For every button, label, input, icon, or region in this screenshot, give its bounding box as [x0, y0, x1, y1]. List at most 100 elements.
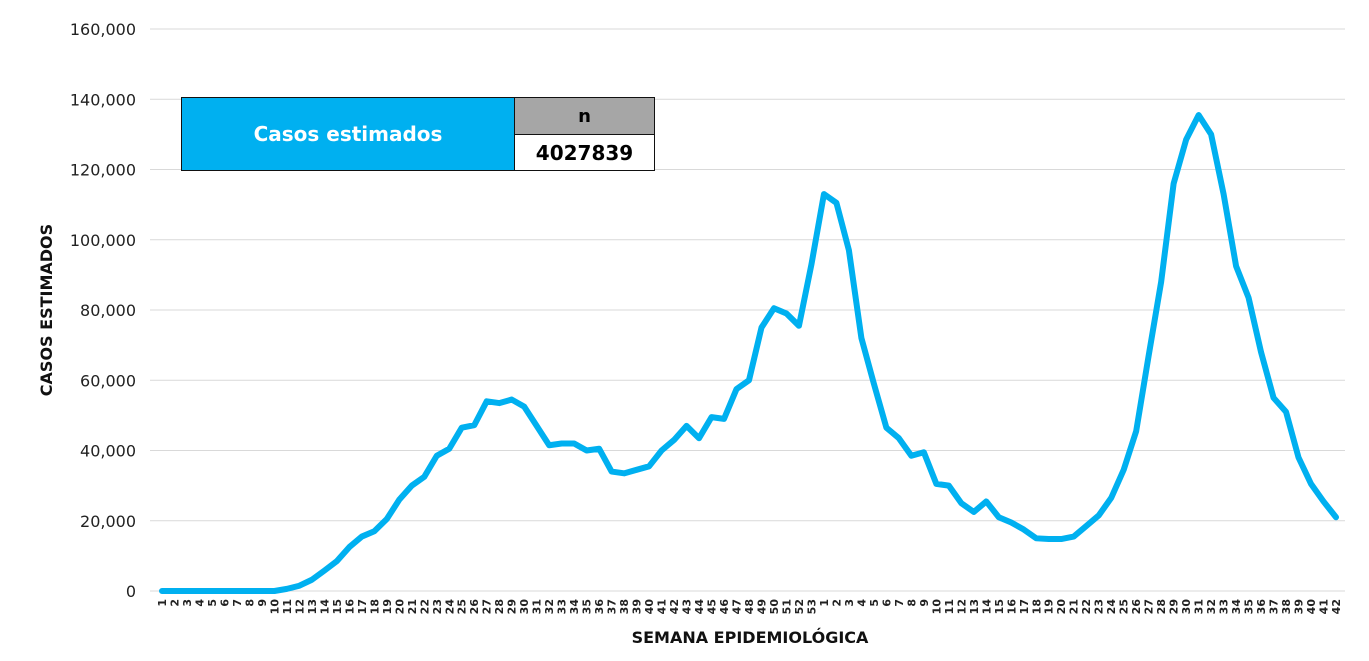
y-tick-label: 40,000: [80, 442, 136, 461]
x-tick-label: 52: [793, 599, 806, 614]
x-tick-label: 27: [1143, 599, 1156, 614]
y-tick-label: 60,000: [80, 371, 136, 390]
summary-label: Casos estimados: [182, 98, 515, 170]
x-tick-label: 11: [281, 599, 294, 614]
summary-header: n: [515, 98, 654, 135]
x-tick-label: 40: [643, 599, 656, 615]
x-tick-label: 31: [531, 599, 544, 614]
x-tick-label: 23: [1093, 599, 1106, 614]
x-tick-label: 16: [1005, 599, 1018, 615]
x-tick-label: 30: [518, 599, 531, 615]
x-tick-label: 14: [980, 599, 993, 615]
x-tick-label: 9: [256, 599, 269, 607]
x-tick-label: 49: [755, 599, 768, 614]
x-tick-label: 14: [318, 599, 331, 615]
y-axis-title: CASOS ESTIMADOS: [37, 224, 56, 396]
x-tick-label: 2: [830, 599, 843, 607]
x-tick-label: 11: [943, 599, 956, 614]
x-tick-label: 30: [1180, 599, 1193, 615]
x-tick-label: 3: [843, 599, 856, 607]
x-tick-label: 19: [1043, 599, 1056, 614]
x-tick-label: 35: [1243, 599, 1256, 614]
x-tick-label: 24: [443, 599, 456, 615]
x-tick-label: 35: [581, 599, 594, 614]
x-tick-label: 5: [868, 599, 881, 607]
x-tick-label: 6: [218, 599, 231, 607]
x-tick-label: 34: [1230, 599, 1243, 615]
x-tick-label: 29: [506, 599, 519, 614]
x-tick-label: 43: [681, 599, 694, 614]
y-tick-label: 140,000: [70, 90, 136, 109]
y-tick-label: 0: [126, 582, 136, 601]
x-tick-label: 6: [880, 599, 893, 607]
x-tick-label: 10: [268, 599, 281, 615]
x-tick-label: 33: [1218, 599, 1231, 614]
x-tick-label: 36: [1255, 599, 1268, 615]
x-tick-label: 4: [855, 599, 868, 607]
x-tick-label: 18: [368, 599, 381, 614]
x-tick-label: 25: [1118, 599, 1131, 614]
x-tick-label: 21: [406, 599, 419, 614]
summary-value-column: n 4027839: [515, 98, 654, 170]
y-tick-label: 120,000: [70, 161, 136, 180]
x-tick-label: 37: [1268, 599, 1281, 614]
x-tick-label: 38: [618, 599, 631, 614]
series-line: [159, 112, 1339, 594]
x-tick-label: 51: [780, 599, 793, 614]
x-tick-label: 38: [1280, 599, 1293, 614]
x-tick-label: 41: [656, 599, 669, 614]
x-tick-label: 7: [893, 599, 906, 607]
x-tick-label: 22: [1080, 599, 1093, 614]
x-tick-label: 24: [1105, 599, 1118, 615]
x-tick-label: 10: [930, 599, 943, 615]
x-tick-label: 17: [356, 599, 369, 614]
x-tick-label: 31: [1193, 599, 1206, 614]
y-tick-label: 80,000: [80, 301, 136, 320]
x-tick-label: 18: [1030, 599, 1043, 614]
x-tick-label: 39: [631, 599, 644, 614]
x-tick-label: 47: [731, 599, 744, 614]
x-tick-label: 15: [331, 599, 344, 614]
x-tick-label: 23: [431, 599, 444, 614]
y-tick-label: 160,000: [70, 20, 136, 39]
x-tick-label: 45: [706, 599, 719, 614]
x-tick-label: 28: [493, 599, 506, 614]
x-tick-label: 19: [381, 599, 394, 614]
x-tick-label: 32: [1205, 599, 1218, 614]
x-tick-label: 46: [718, 599, 731, 615]
x-tick-label: 44: [693, 599, 706, 615]
x-tick-label: 50: [768, 599, 781, 615]
x-tick-label: 33: [556, 599, 569, 614]
x-tick-label: 7: [231, 599, 244, 607]
x-tick-label: 42: [668, 599, 681, 614]
x-tick-label: 8: [243, 599, 256, 607]
x-tick-label: 48: [743, 599, 756, 614]
x-tick-label: 34: [568, 599, 581, 615]
x-tick-label: 26: [1130, 599, 1143, 615]
x-tick-label: 15: [993, 599, 1006, 614]
x-tick-label: 39: [1293, 599, 1306, 614]
x-tick-label: 36: [593, 599, 606, 615]
y-axis-ticks: 0 20,000 40,000 60,000 80,000 100,000 120,000 1…: [70, 20, 136, 601]
x-tick-label: 28: [1155, 599, 1168, 614]
x-tick-label: 12: [955, 599, 968, 614]
x-tick-label: 16: [343, 599, 356, 615]
y-tick-label: 20,000: [80, 512, 136, 531]
x-axis-title: SEMANA EPIDEMIOLÓGICA: [632, 628, 869, 647]
x-tick-label: 40: [1305, 599, 1318, 615]
summary-table: Casos estimados n 4027839: [181, 97, 655, 171]
x-tick-label: 4: [193, 599, 206, 607]
x-tick-label: 1: [156, 599, 169, 607]
y-tick-label: 100,000: [70, 231, 136, 250]
x-tick-label: 27: [481, 599, 494, 614]
x-tick-label: 17: [1018, 599, 1031, 614]
x-tick-label: 13: [306, 599, 319, 614]
x-tick-label: 20: [393, 599, 406, 615]
x-tick-label: 53: [805, 599, 818, 614]
x-tick-label: 20: [1055, 599, 1068, 615]
x-tick-label: 3: [181, 599, 194, 607]
x-tick-label: 8: [905, 599, 918, 607]
x-tick-label: 1: [818, 599, 831, 607]
